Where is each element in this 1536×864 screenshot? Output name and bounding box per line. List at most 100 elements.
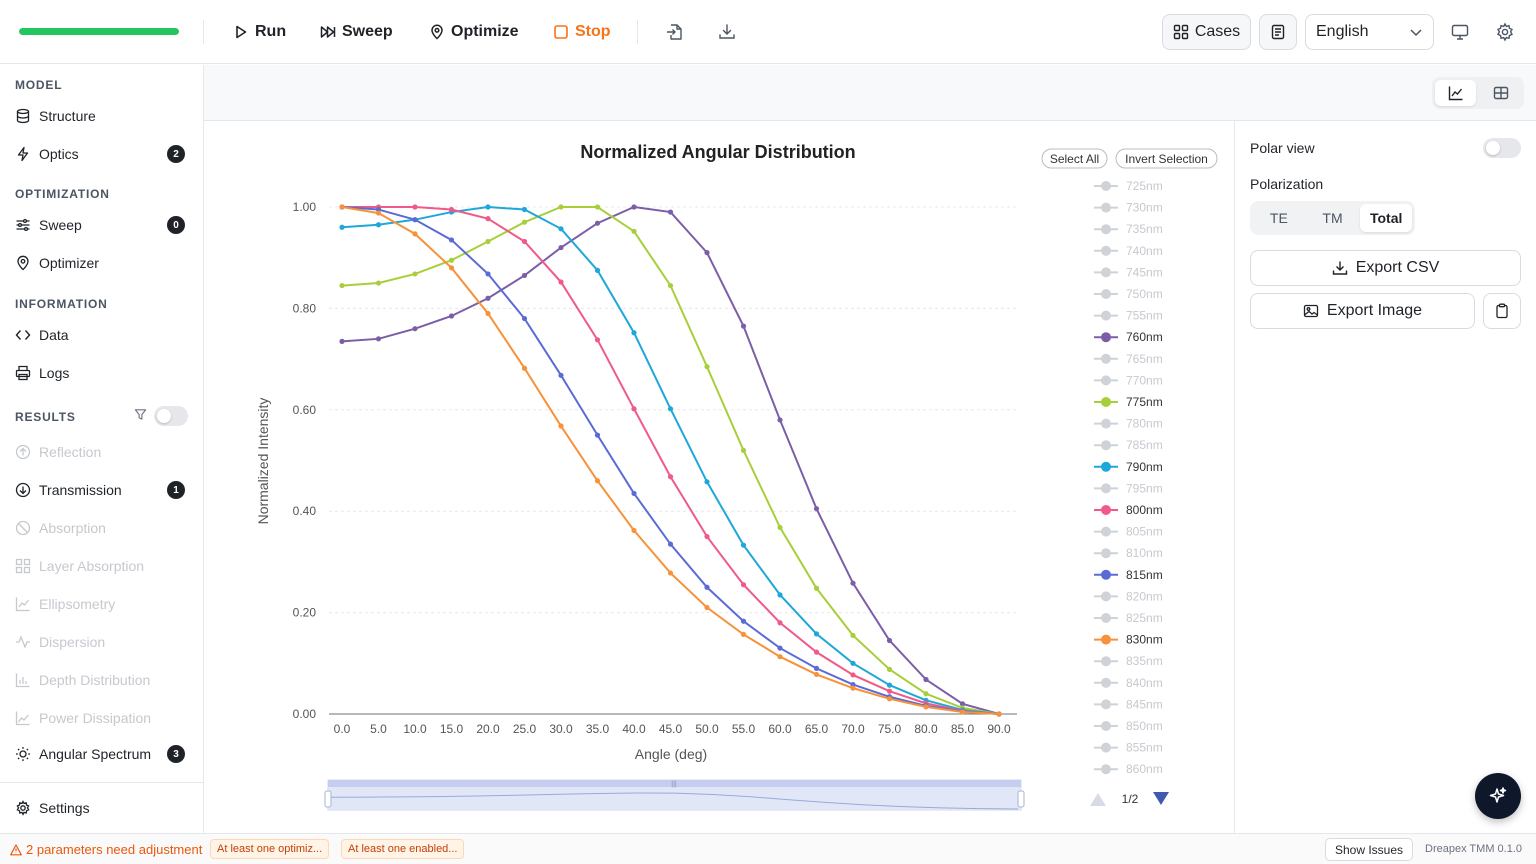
data-point — [740, 542, 747, 548]
legend-item-855nm[interactable]: 855nm — [1094, 741, 1163, 755]
legend-item-815nm[interactable]: 815nm — [1094, 568, 1163, 582]
stop-button[interactable]: Stop — [553, 18, 611, 46]
sidebar-item-dispersion: Dispersion — [15, 630, 191, 654]
angular-distribution-chart[interactable]: Normalized Angular Distribution Select A… — [204, 121, 1234, 833]
select-all-button[interactable]: Select All — [1041, 148, 1108, 169]
legend-label: 825nm — [1126, 611, 1163, 625]
legend-item-820nm[interactable]: 820nm — [1094, 589, 1163, 603]
sidebar-item-data[interactable]: Data — [15, 323, 191, 347]
issue-chip[interactable]: At least one optimiz... — [210, 839, 330, 859]
data-point — [558, 204, 564, 210]
sidebar-item-transmission[interactable]: Transmission 1 — [15, 478, 191, 502]
data-point — [813, 585, 820, 591]
legend-item-805nm[interactable]: 805nm — [1094, 525, 1163, 539]
legend-item-795nm[interactable]: 795nm — [1094, 481, 1163, 495]
filter-icon[interactable] — [134, 408, 147, 421]
zoom-handle-right[interactable] — [1017, 790, 1025, 808]
cases-button[interactable]: Cases — [1162, 14, 1251, 50]
export-csv-button[interactable]: Export CSV — [1250, 250, 1521, 286]
data-point — [886, 666, 893, 672]
legend-item-800nm[interactable]: 800nm — [1094, 503, 1163, 517]
export-image-button[interactable]: Export Image — [1250, 293, 1475, 329]
copy-to-clipboard-button[interactable] — [1483, 293, 1521, 329]
chart-view-button[interactable] — [1435, 80, 1476, 106]
zoom-preview-line — [330, 792, 1019, 810]
notes-button[interactable] — [1259, 14, 1297, 50]
data-point — [850, 580, 856, 586]
status-bar: 2 parameters need adjustment At least on… — [0, 833, 1536, 864]
run-button[interactable]: Run — [233, 18, 286, 46]
polarization-tm-option[interactable]: TM — [1322, 210, 1343, 226]
sidebar-item-angular-spectrum[interactable]: Angular Spectrum 3 — [15, 742, 191, 766]
sidebar-item-settings[interactable]: Settings — [15, 796, 191, 820]
legend-item-765nm[interactable]: 765nm — [1094, 352, 1163, 366]
ai-assistant-button[interactable] — [1475, 773, 1521, 819]
sidebar-item-sweep[interactable]: Sweep 0 — [15, 213, 191, 237]
data-point — [704, 479, 710, 485]
sidebar-item-optimizer[interactable]: Optimizer — [15, 251, 191, 275]
table-view-button[interactable] — [1480, 80, 1521, 106]
optimize-button[interactable]: Optimize — [429, 18, 519, 46]
language-select[interactable]: English — [1305, 14, 1434, 50]
legend-page-indicator: 1/2 — [1122, 792, 1139, 806]
sidebar-item-label: Optics — [39, 146, 79, 162]
monitor-icon[interactable] — [1450, 22, 1470, 42]
legend-item-810nm[interactable]: 810nm — [1094, 546, 1163, 560]
warning-message[interactable]: 2 parameters need adjustment — [10, 842, 202, 857]
x-tick-label: 75.0 — [878, 722, 902, 736]
legend-item-755nm[interactable]: 755nm — [1094, 309, 1163, 323]
legend-item-740nm[interactable]: 740nm — [1094, 244, 1163, 258]
legend-item-775nm[interactable]: 775nm — [1094, 395, 1163, 409]
issue-chip[interactable]: At least one enabled... — [341, 839, 465, 859]
sidebar-item-logs[interactable]: Logs — [15, 361, 191, 385]
legend-item-790nm[interactable]: 790nm — [1094, 460, 1163, 474]
data-point — [667, 209, 674, 215]
legend-item-730nm[interactable]: 730nm — [1094, 201, 1163, 215]
legend-item-780nm[interactable]: 780nm — [1094, 417, 1163, 431]
legend-page-prev[interactable] — [1090, 793, 1106, 806]
gear-icon[interactable] — [1495, 22, 1515, 42]
sidebar-item-label: Structure — [39, 108, 96, 124]
series-815nm — [339, 204, 1002, 717]
download-icon[interactable] — [717, 22, 737, 42]
legend-item-840nm[interactable]: 840nm — [1094, 676, 1163, 690]
legend-item-735nm[interactable]: 735nm — [1094, 222, 1163, 236]
data-point — [558, 244, 564, 251]
legend-item-760nm[interactable]: 760nm — [1094, 330, 1163, 344]
polarization-total-option[interactable]: Total — [1360, 204, 1413, 232]
legend-page-next[interactable] — [1153, 792, 1169, 805]
legend-item-770nm[interactable]: 770nm — [1094, 373, 1163, 387]
zoom-drag-grip[interactable]: ||| — [671, 781, 677, 788]
view-mode-toggle — [1432, 77, 1524, 109]
data-point — [594, 337, 601, 343]
polarization-te-option[interactable]: TE — [1269, 210, 1288, 226]
invert-selection-button[interactable]: Invert Selection — [1115, 148, 1218, 169]
series-775nm — [339, 204, 1002, 717]
results-filter-toggle[interactable] — [154, 406, 188, 426]
sweep-button[interactable]: Sweep — [320, 18, 393, 46]
data-zoom-slider[interactable]: ||| — [324, 779, 1025, 811]
polar-view-toggle[interactable] — [1483, 138, 1521, 158]
sidebar-item-structure[interactable]: Structure — [15, 104, 191, 128]
legend-item-830nm[interactable]: 830nm — [1094, 633, 1163, 647]
legend-item-785nm[interactable]: 785nm — [1094, 438, 1163, 452]
legend-swatch-dot — [1101, 483, 1111, 494]
legend-item-725nm[interactable]: 725nm — [1094, 179, 1163, 193]
data-point — [740, 582, 747, 588]
legend-item-745nm[interactable]: 745nm — [1094, 265, 1163, 279]
legend-item-750nm[interactable]: 750nm — [1094, 287, 1163, 301]
show-issues-button[interactable]: Show Issues — [1325, 838, 1413, 861]
legend-item-835nm[interactable]: 835nm — [1094, 654, 1163, 668]
legend-item-860nm[interactable]: 860nm — [1094, 762, 1163, 776]
zoom-handle-left[interactable] — [324, 790, 332, 808]
chart-grid — [329, 206, 1017, 614]
data-point — [339, 338, 345, 344]
legend-item-845nm[interactable]: 845nm — [1094, 697, 1163, 711]
data-point — [521, 219, 528, 225]
x-tick-label: 70.0 — [841, 722, 865, 736]
legend-item-850nm[interactable]: 850nm — [1094, 719, 1163, 733]
legend-item-825nm[interactable]: 825nm — [1094, 611, 1163, 625]
import-file-icon[interactable] — [665, 22, 685, 42]
sidebar-item-optics[interactable]: Optics 2 — [15, 142, 191, 166]
sidebar-item-layer-absorption: Layer Absorption — [15, 554, 191, 578]
